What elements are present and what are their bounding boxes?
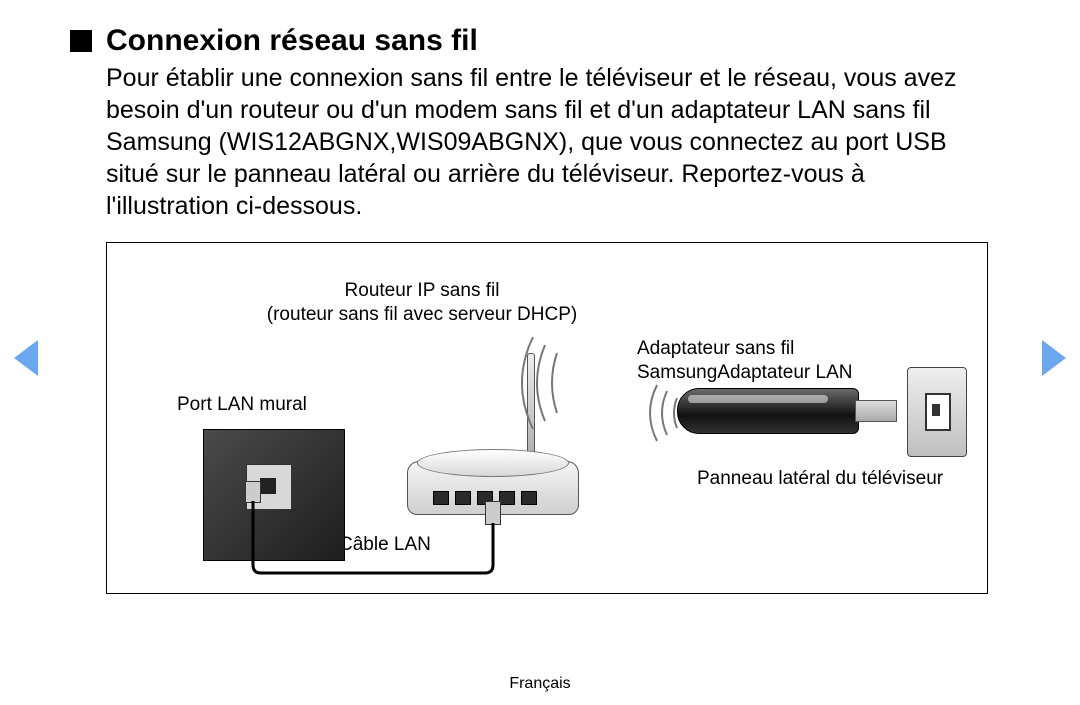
- bullet-square-icon: [70, 30, 92, 52]
- intro-paragraph: Pour établir une connexion sans fil entr…: [106, 62, 990, 222]
- adapter-body: [677, 388, 859, 434]
- nav-prev-icon[interactable]: [14, 340, 38, 376]
- adapter-usb-connector: [855, 400, 897, 422]
- page-content: Connexion réseau sans fil Pour établir u…: [0, 0, 1080, 594]
- diagram-box: Routeur IP sans fil (routeur sans fil av…: [106, 242, 988, 594]
- nav-next-icon[interactable]: [1042, 340, 1066, 376]
- heading-row: Connexion réseau sans fil: [70, 24, 990, 58]
- footer-language: Français: [0, 675, 1080, 693]
- wireless-adapter-illustration: [677, 388, 897, 432]
- page-heading: Connexion réseau sans fil: [106, 24, 478, 58]
- router-wifi-waves-icon: [517, 323, 637, 443]
- tv-usb-port-inner: [932, 404, 940, 416]
